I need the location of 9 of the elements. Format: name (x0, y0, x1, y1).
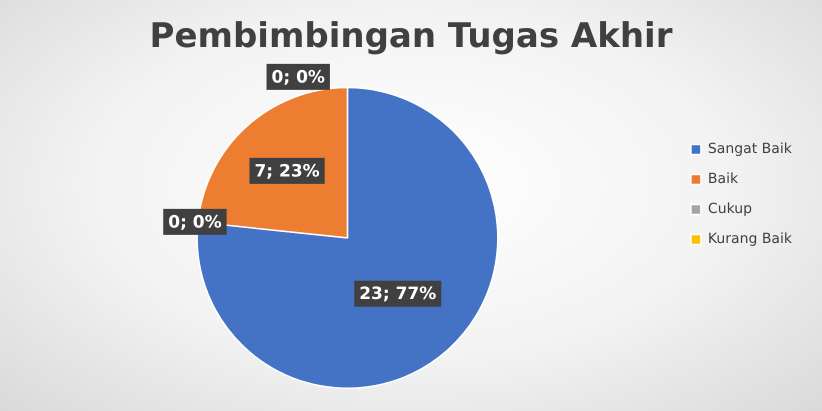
legend-label: Kurang Baik (708, 231, 793, 248)
data-label: 23; 77% (359, 284, 436, 304)
legend-label: Sangat Baik (708, 141, 793, 158)
chart-title: Pembimbingan Tugas Akhir (150, 16, 673, 56)
legend-label: Cukup (708, 201, 752, 218)
text: 0; 0% (272, 67, 325, 88)
text: 0; 0% (168, 212, 222, 232)
data-label: 7; 23% (254, 161, 320, 182)
legend-label: Baik (708, 171, 739, 188)
